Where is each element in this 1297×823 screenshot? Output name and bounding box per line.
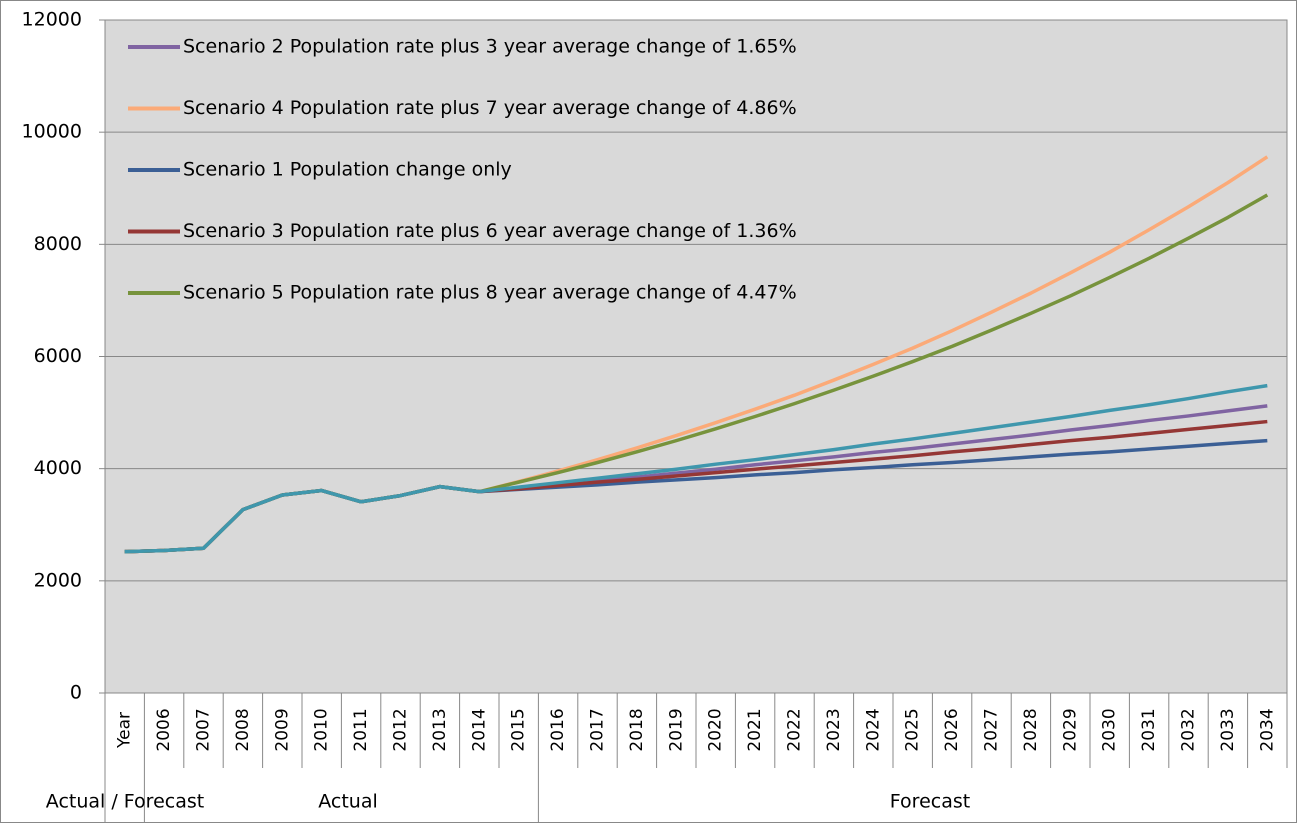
legend-label: Scenario 1 Population change only bbox=[183, 159, 512, 181]
x-tick-label: 2029 bbox=[1060, 708, 1080, 751]
y-tick-label: 10000 bbox=[22, 121, 82, 143]
x-tick-label: 2030 bbox=[1100, 708, 1120, 751]
y-tick-label: 4000 bbox=[34, 457, 82, 479]
x-tick-label: 2026 bbox=[942, 708, 962, 751]
x-tick-label: 2008 bbox=[233, 708, 253, 751]
x-tick-label: 2012 bbox=[391, 708, 411, 751]
legend-label: Scenario 3 Population rate plus 6 year a… bbox=[183, 220, 797, 242]
x-tick-label: 2010 bbox=[312, 708, 332, 751]
x-tick-label: Year bbox=[115, 712, 135, 749]
group-label: Actual bbox=[318, 791, 378, 813]
x-tick-label: 2024 bbox=[863, 708, 883, 751]
y-tick-label: 0 bbox=[70, 682, 82, 704]
x-tick-label: 2031 bbox=[1139, 708, 1159, 751]
x-tick-label: 2009 bbox=[272, 708, 292, 751]
x-tick-label: 2023 bbox=[824, 708, 844, 751]
x-tick-label: 2016 bbox=[548, 708, 568, 751]
x-tick-label: 2025 bbox=[903, 708, 923, 751]
x-tick-label: 2033 bbox=[1218, 708, 1238, 751]
x-tick-label: 2021 bbox=[745, 708, 765, 751]
group-label: Forecast bbox=[890, 791, 970, 813]
y-tick-label: 12000 bbox=[22, 9, 82, 31]
x-tick-label: 2034 bbox=[1257, 708, 1277, 751]
series-line bbox=[124, 383, 1268, 554]
x-tick-label: 2011 bbox=[351, 708, 371, 751]
x-tick-label: 2022 bbox=[785, 708, 805, 751]
x-tick-label: 2019 bbox=[666, 708, 686, 751]
x-tick-label: 2006 bbox=[154, 708, 174, 751]
y-tick-label: 2000 bbox=[34, 569, 82, 591]
x-tick-label: 2013 bbox=[430, 708, 450, 751]
legend-label: Scenario 4 Population rate plus 7 year a… bbox=[183, 97, 797, 119]
y-tick-label: 6000 bbox=[34, 345, 82, 367]
x-tick-label: 2027 bbox=[982, 708, 1002, 751]
y-tick-label: 8000 bbox=[34, 233, 82, 255]
group-label: Actual / Forecast bbox=[46, 791, 204, 813]
x-tick-label: 2014 bbox=[469, 708, 489, 751]
x-tick-label: 2028 bbox=[1021, 708, 1041, 751]
x-tick-label: 2007 bbox=[194, 708, 214, 751]
x-tick-label: 2018 bbox=[627, 708, 647, 751]
x-tick-label: 2020 bbox=[706, 708, 726, 751]
x-tick-label: 2015 bbox=[509, 708, 529, 751]
legend-label: Scenario 2 Population rate plus 3 year a… bbox=[183, 36, 797, 58]
legend-label: Scenario 5 Population rate plus 8 year a… bbox=[183, 282, 797, 304]
x-tick-label: 2032 bbox=[1179, 708, 1199, 751]
x-tick-label: 2017 bbox=[588, 708, 608, 751]
